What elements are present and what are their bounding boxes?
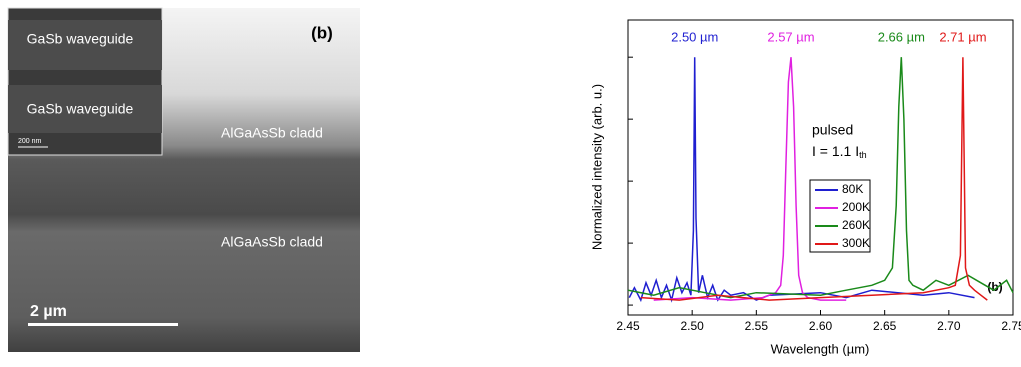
- inset-label: GaSb waveguide: [27, 101, 134, 117]
- x-tick-label: 2.75: [1001, 319, 1021, 333]
- legend-label: 200K: [842, 200, 870, 214]
- inset-layer: [8, 20, 162, 70]
- layer-label: AlGaAsSb cladd: [221, 125, 323, 141]
- spectrum-line: [628, 57, 975, 303]
- legend-label: 300K: [842, 236, 870, 250]
- panel-label: (b): [987, 280, 1002, 294]
- sem-image: GaSb waveguide GaSb waveguide 200 nm (b)…: [7, 7, 360, 352]
- peak-label: 2.71 µm: [939, 29, 986, 44]
- current-label: I = 1.1 Ith: [812, 143, 867, 161]
- inset-scale: 200 nm: [18, 138, 42, 145]
- panel-label: (b): [311, 23, 333, 42]
- plot-frame: [627, 19, 1014, 316]
- current-main: I = 1.1 I: [812, 143, 859, 159]
- mode-label: pulsed: [812, 122, 853, 138]
- x-tick-label: 2.65: [873, 319, 897, 333]
- peak-label: 2.57 µm: [767, 29, 814, 44]
- x-axis-title: Wavelength (µm): [771, 341, 870, 356]
- legend-label: 80K: [842, 182, 863, 196]
- y-axis-title: Normalized intensity (arb. u.): [589, 84, 604, 250]
- x-tick-label: 2.70: [937, 319, 961, 333]
- x-tick-label: 2.50: [680, 319, 704, 333]
- inset-label: GaSb waveguide: [27, 31, 134, 47]
- x-tick-label: 2.60: [809, 319, 833, 333]
- spectrum-line: [653, 57, 847, 301]
- legend: [809, 179, 871, 253]
- current-sub: th: [859, 150, 867, 160]
- peak-label: 2.66 µm: [878, 29, 925, 44]
- x-tick-label: 2.45: [616, 319, 640, 333]
- spectrum-line: [627, 57, 1014, 299]
- peak-label: 2.50 µm: [671, 29, 718, 44]
- layer-label: AlGaAsSb cladd: [221, 234, 323, 250]
- spectrum-line: [640, 57, 988, 301]
- legend-label: 260K: [842, 218, 870, 232]
- scale-bar: [28, 323, 178, 326]
- x-tick-label: 2.55: [745, 319, 769, 333]
- spectrum-chart: Wavelength (µm) Normalized intensity (ar…: [589, 19, 1014, 356]
- scale-label: 2 µm: [30, 303, 67, 320]
- inset-layer: [8, 85, 162, 133]
